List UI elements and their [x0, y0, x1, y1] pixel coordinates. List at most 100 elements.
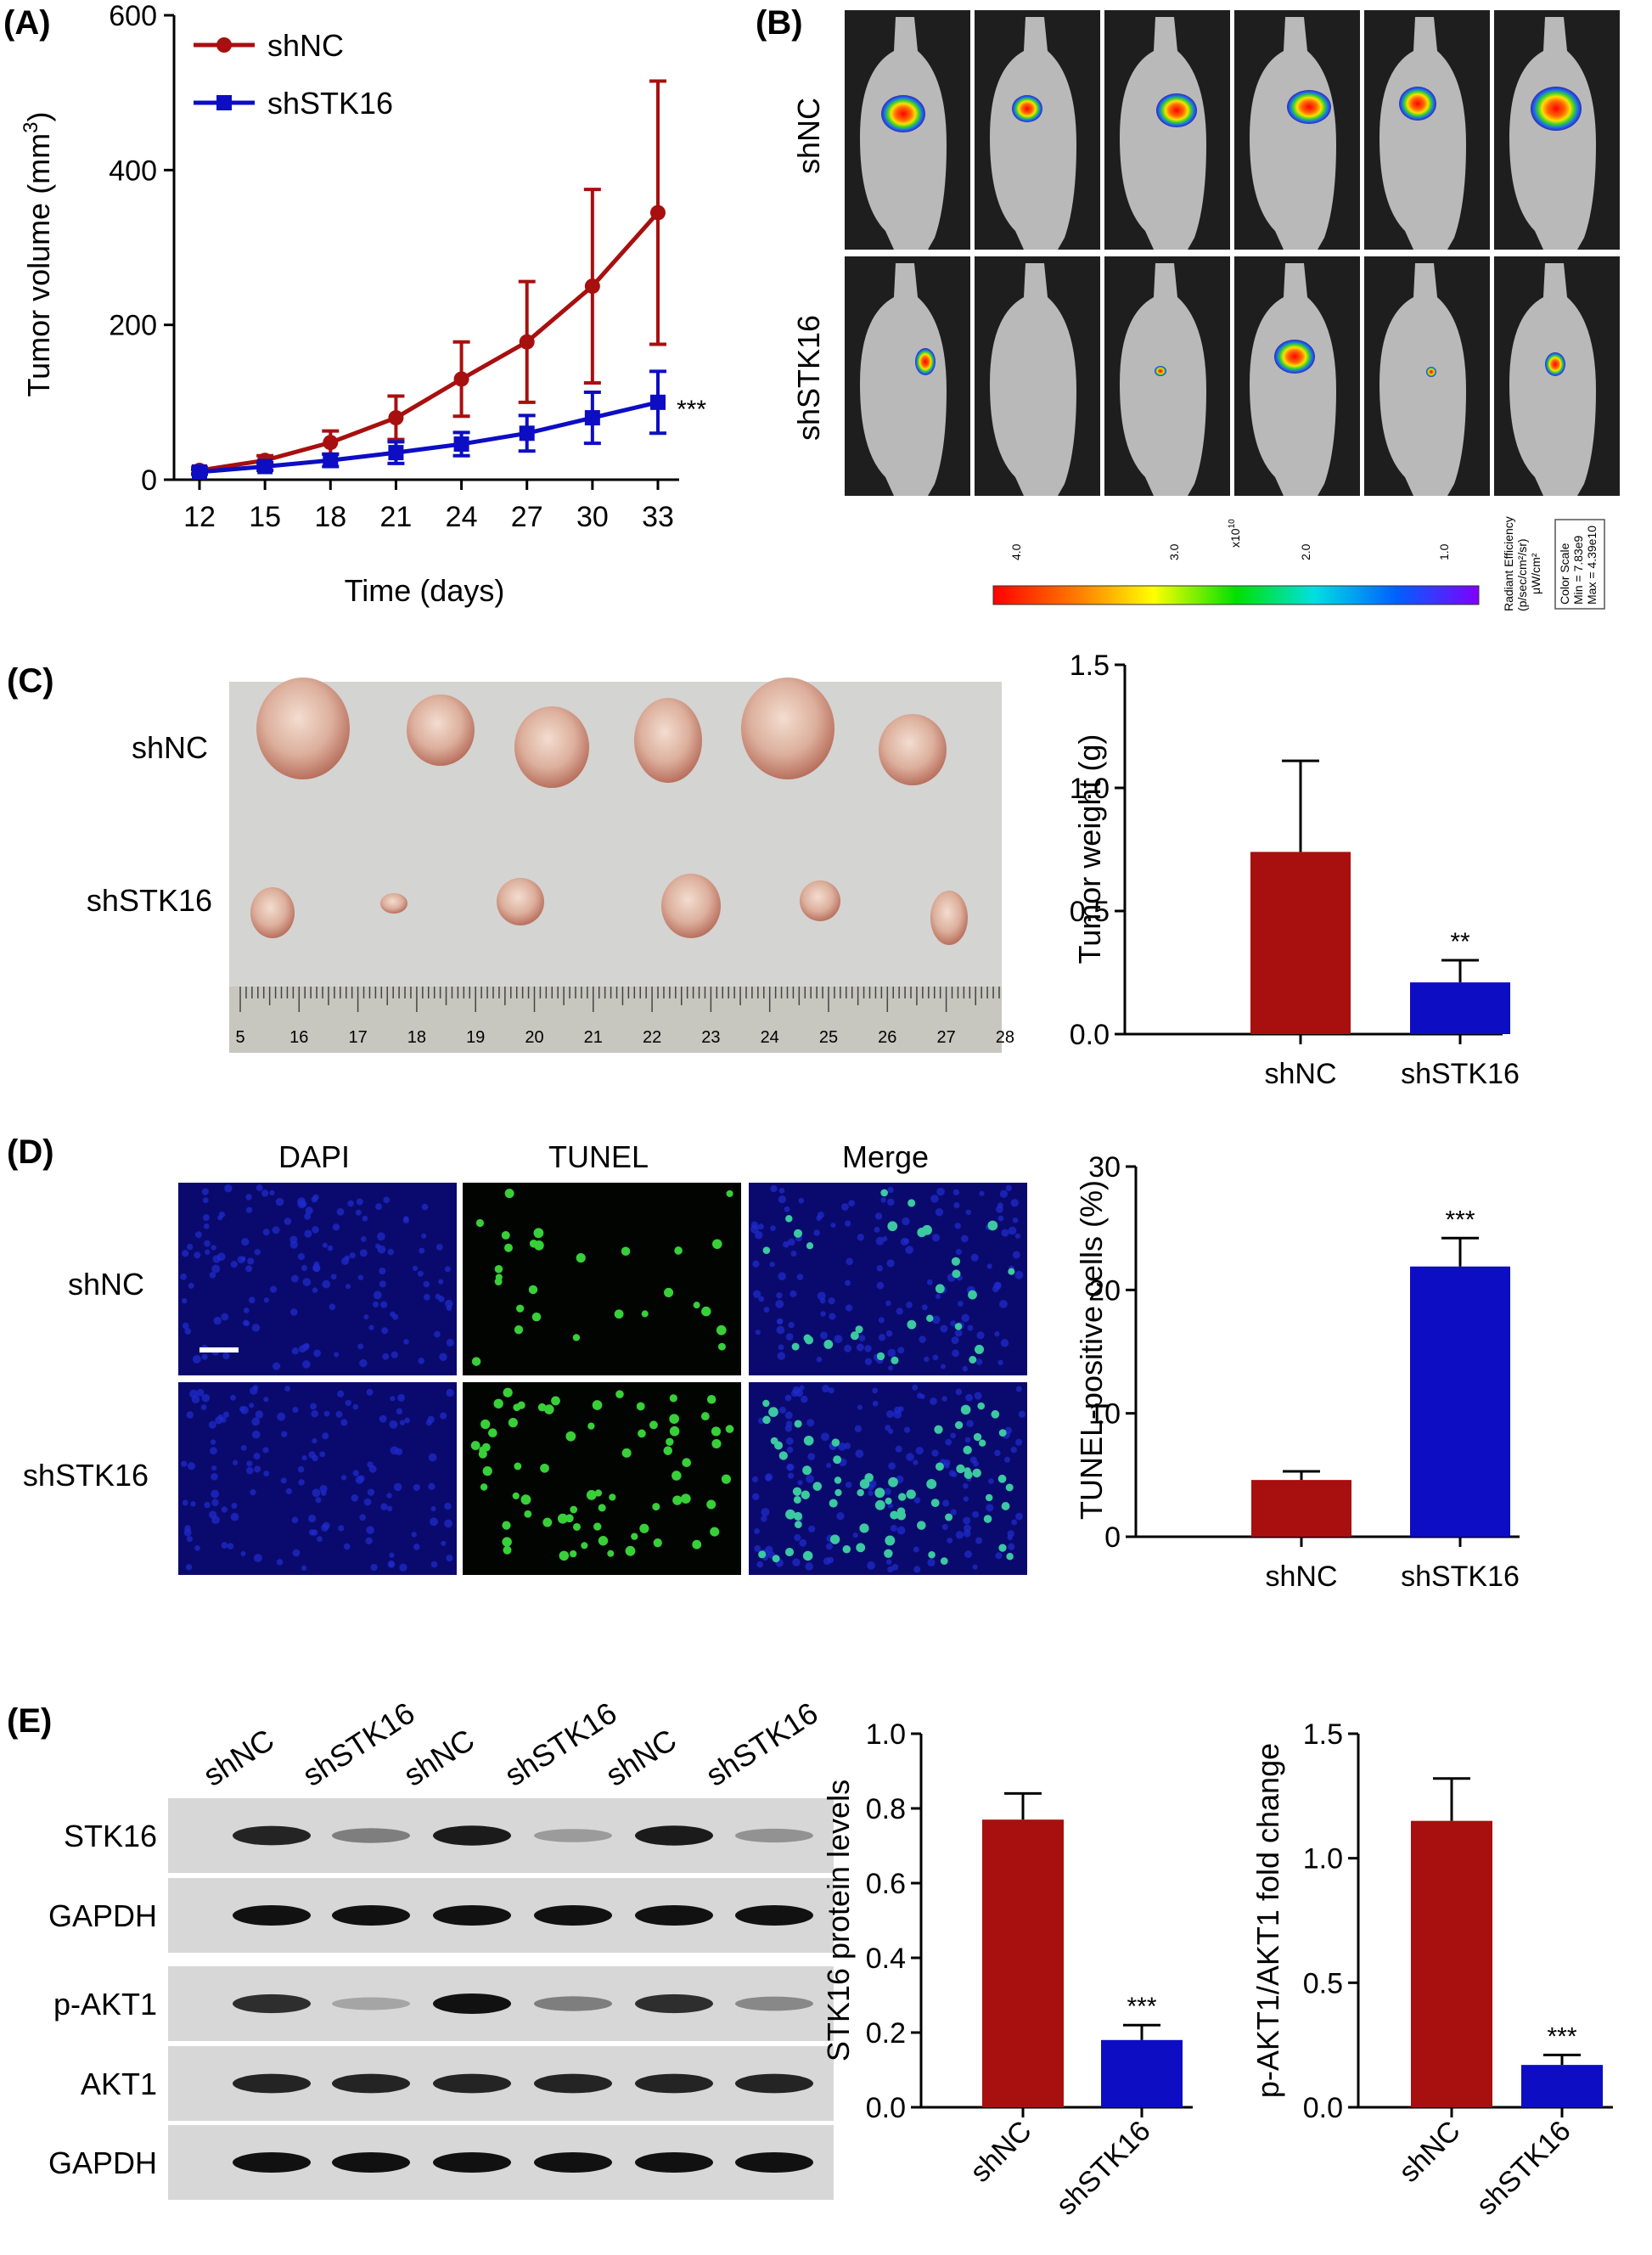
nucleus	[254, 1249, 261, 1256]
nucleus	[769, 1261, 775, 1268]
nucleus	[186, 1411, 194, 1419]
apoptotic-cell	[762, 1246, 771, 1254]
nucleus	[334, 1352, 340, 1358]
ruler-label: 23	[701, 1028, 720, 1047]
nucleus	[312, 1488, 321, 1498]
nucleus	[906, 1453, 914, 1461]
mouse-image	[1364, 256, 1490, 496]
nucleus	[778, 1406, 786, 1414]
nucleus	[357, 1343, 364, 1350]
ruler-label: 18	[407, 1028, 426, 1047]
nucleus	[253, 1453, 261, 1460]
nucleus	[411, 1532, 417, 1538]
nucleus	[365, 1537, 373, 1545]
apoptotic-cell	[823, 1339, 834, 1349]
apoptotic-cell	[494, 1264, 503, 1274]
nucleus	[913, 1459, 919, 1465]
apoptotic-cell	[470, 1441, 480, 1450]
x-tick-label: shNC	[1265, 1561, 1337, 1593]
mouse-body	[1379, 17, 1466, 250]
nucleus	[366, 1388, 374, 1396]
nucleus	[276, 1559, 284, 1566]
nucleus	[330, 1274, 337, 1280]
apoptotic-cell	[614, 1309, 624, 1319]
nucleus	[997, 1215, 1004, 1222]
nucleus	[389, 1420, 398, 1429]
tunel-staining-grid: DAPI TUNEL Merge shNC shSTK16	[23, 1139, 1027, 1575]
nucleus	[230, 1512, 239, 1521]
y-tick-label: 0.6	[866, 1868, 906, 1900]
panel-d-col-label-merge: Merge	[842, 1139, 929, 1174]
nucleus	[994, 1449, 1001, 1457]
apoptotic-cell	[890, 1510, 899, 1520]
nucleus	[886, 1409, 895, 1418]
apoptotic-cell	[762, 1399, 770, 1408]
nucleus	[208, 1420, 216, 1429]
nucleus	[1000, 1339, 1009, 1347]
mouse-image	[1364, 10, 1490, 250]
y-tick-label: 400	[109, 155, 157, 187]
data-point	[650, 394, 666, 410]
nucleus	[360, 1236, 367, 1242]
nucleus	[750, 1224, 759, 1234]
nucleus	[363, 1314, 369, 1320]
nucleus	[888, 1428, 894, 1434]
apoptotic-cell	[991, 1409, 1000, 1419]
nucleus	[213, 1316, 222, 1325]
series-line	[199, 400, 659, 475]
nucleus	[1008, 1543, 1015, 1550]
nucleus	[874, 1212, 883, 1220]
apoptotic-cell	[963, 1445, 972, 1454]
microscopy-image	[178, 1183, 457, 1375]
nucleus	[211, 1499, 219, 1507]
nucleus	[380, 1301, 388, 1308]
nucleus	[777, 1318, 784, 1324]
apoptotic-cell	[671, 1471, 682, 1481]
nucleus	[1015, 1386, 1022, 1392]
nucleus	[857, 1234, 864, 1241]
nucleus	[955, 1248, 962, 1256]
nucleus	[950, 1432, 957, 1439]
nucleus	[430, 1506, 436, 1512]
protein-band	[534, 1996, 612, 2011]
nucleus	[386, 1505, 393, 1512]
nucleus	[224, 1184, 233, 1193]
nucleus	[947, 1537, 953, 1544]
nucleus	[952, 1349, 960, 1358]
apoptotic-cell	[701, 1306, 711, 1317]
bar-shnc	[982, 1819, 1064, 2107]
nucleus	[951, 1471, 958, 1477]
nucleus	[935, 1208, 944, 1217]
apoptotic-cell	[975, 1344, 985, 1354]
nucleus	[202, 1197, 209, 1204]
apoptotic-cell	[663, 1446, 673, 1455]
panel-c-row-label-shstk16: shSTK16	[87, 883, 212, 918]
panel-label-a: (A)	[3, 4, 51, 42]
nucleus	[261, 1189, 269, 1197]
colorbar-units-line2: (p/sec/cm²/sr)	[1515, 538, 1529, 611]
nucleus	[855, 1449, 864, 1459]
nucleus	[418, 1358, 425, 1364]
nucleus	[313, 1349, 321, 1358]
y-tick-label: 1.0	[1070, 773, 1110, 805]
apoptotic-cell	[512, 1492, 520, 1499]
microscopy-image	[463, 1382, 741, 1575]
mouse-image	[1234, 10, 1360, 250]
apoptotic-cell	[693, 1302, 700, 1309]
x-tick-label: 12	[183, 501, 216, 533]
series-shstk16	[191, 369, 666, 480]
luminescence-signal	[1287, 90, 1331, 124]
nucleus	[391, 1351, 398, 1358]
nucleus	[413, 1544, 420, 1550]
apoptotic-cell	[594, 1489, 603, 1497]
nucleus	[957, 1301, 964, 1307]
apoptotic-cell	[480, 1483, 488, 1491]
y-tick-label: 1.5	[1070, 650, 1110, 682]
nucleus	[757, 1223, 764, 1230]
nucleus	[390, 1311, 396, 1318]
data-point	[519, 425, 535, 441]
x-tick-label: 18	[314, 501, 346, 533]
nucleus	[304, 1342, 310, 1349]
ruler-label: 24	[761, 1028, 779, 1047]
nucleus	[352, 1470, 359, 1476]
